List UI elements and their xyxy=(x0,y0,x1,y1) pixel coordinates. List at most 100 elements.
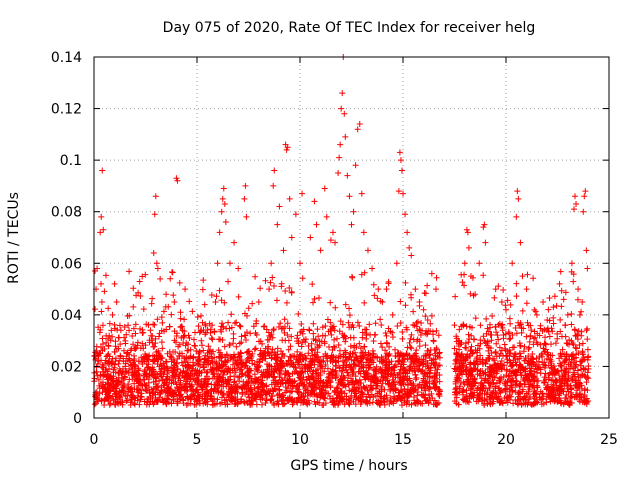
data-point xyxy=(288,388,295,395)
data-point xyxy=(249,390,256,397)
data-point xyxy=(471,336,478,343)
data-point xyxy=(355,358,362,365)
data-point xyxy=(133,345,140,352)
data-point xyxy=(266,286,273,293)
data-point xyxy=(279,392,286,399)
data-point xyxy=(247,330,254,337)
data-point xyxy=(436,378,443,385)
data-point xyxy=(106,365,113,372)
data-point xyxy=(327,382,334,389)
data-point xyxy=(154,389,161,396)
data-point xyxy=(419,400,426,407)
data-point xyxy=(228,398,235,405)
data-point xyxy=(181,383,188,390)
data-point xyxy=(568,321,575,328)
data-point xyxy=(361,343,368,350)
data-point xyxy=(212,298,219,305)
data-point xyxy=(352,390,359,397)
data-point xyxy=(321,368,328,375)
data-point xyxy=(427,351,434,358)
data-point xyxy=(354,319,361,326)
data-point xyxy=(208,396,215,403)
data-point xyxy=(160,308,167,315)
data-point xyxy=(584,265,591,272)
data-point xyxy=(465,331,472,338)
data-point xyxy=(221,200,228,207)
data-point xyxy=(189,308,196,315)
data-point xyxy=(126,385,133,392)
data-point xyxy=(263,374,270,381)
data-point xyxy=(310,374,317,381)
data-point xyxy=(300,399,307,406)
data-point xyxy=(140,345,147,352)
data-point xyxy=(420,375,427,382)
data-point xyxy=(262,345,269,352)
data-point xyxy=(166,323,173,330)
data-point xyxy=(209,336,216,343)
data-point xyxy=(99,389,106,396)
data-point xyxy=(280,247,287,254)
data-point xyxy=(238,385,245,392)
data-point xyxy=(223,369,230,376)
data-point xyxy=(101,288,108,295)
data-point xyxy=(257,351,264,358)
data-point xyxy=(399,370,406,377)
data-point xyxy=(200,347,207,354)
data-point xyxy=(519,307,526,314)
data-point xyxy=(309,383,316,390)
data-point xyxy=(297,365,304,372)
data-point xyxy=(263,389,270,396)
data-point xyxy=(255,367,262,374)
data-point xyxy=(115,360,122,367)
data-point xyxy=(116,322,123,329)
data-point xyxy=(225,319,232,326)
data-point xyxy=(148,337,155,344)
data-point xyxy=(163,291,170,298)
data-point xyxy=(500,287,507,294)
data-point xyxy=(255,383,262,390)
data-point xyxy=(342,133,349,140)
data-point xyxy=(483,315,490,322)
data-point xyxy=(369,265,376,272)
data-point xyxy=(403,351,410,358)
data-point xyxy=(271,283,278,290)
data-point xyxy=(292,211,299,218)
data-point xyxy=(332,369,339,376)
data-point xyxy=(422,313,429,320)
data-point xyxy=(389,376,396,383)
data-point xyxy=(250,323,257,330)
data-point xyxy=(327,395,334,402)
data-point xyxy=(231,239,238,246)
data-point xyxy=(216,229,223,236)
chart-title: Day 075 of 2020, Rate Of TEC Index for r… xyxy=(163,20,536,36)
x-tick-label: 10 xyxy=(291,432,309,448)
data-point xyxy=(153,260,160,267)
data-point xyxy=(233,343,240,350)
data-point xyxy=(124,349,131,356)
data-point xyxy=(420,306,427,313)
data-point xyxy=(506,336,513,343)
data-point xyxy=(208,335,215,342)
data-point xyxy=(228,385,235,392)
data-point xyxy=(564,311,571,318)
data-point xyxy=(302,354,309,361)
data-point xyxy=(163,363,170,370)
data-point xyxy=(273,297,280,304)
data-point xyxy=(132,363,139,370)
data-point xyxy=(159,345,166,352)
data-point xyxy=(125,322,132,329)
data-point xyxy=(219,394,226,401)
data-point xyxy=(177,324,184,331)
data-point xyxy=(351,389,358,396)
data-point xyxy=(104,370,111,377)
y-tick-label: 0.02 xyxy=(51,359,82,375)
data-point xyxy=(294,332,301,339)
data-point xyxy=(397,320,404,327)
data-point xyxy=(298,369,305,376)
data-point xyxy=(394,396,401,403)
data-point xyxy=(149,388,156,395)
data-point xyxy=(523,286,530,293)
data-point xyxy=(121,324,128,331)
data-point xyxy=(249,350,256,357)
